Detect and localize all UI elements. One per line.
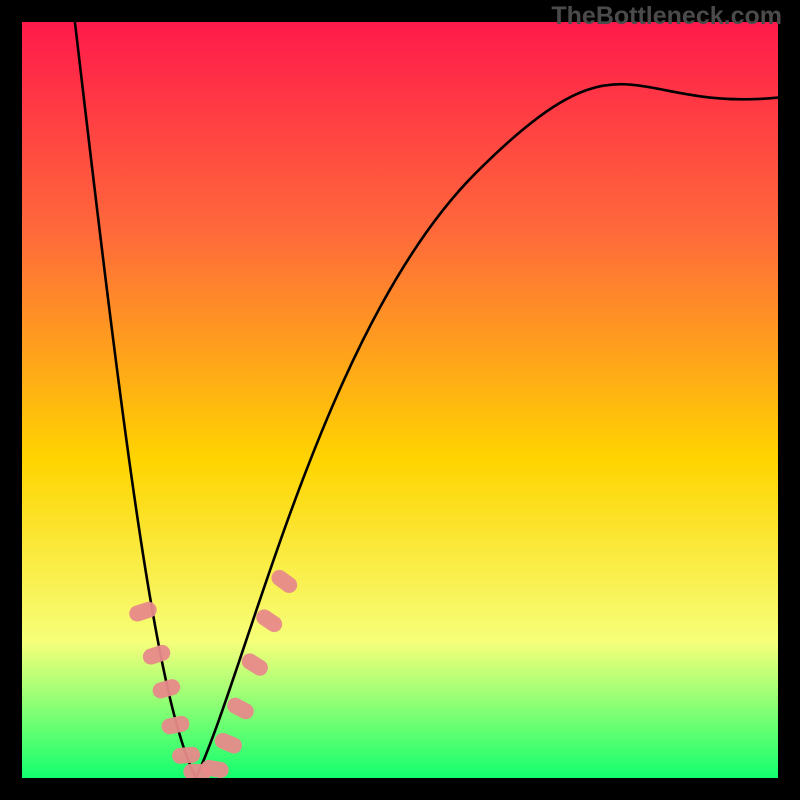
marker <box>268 567 300 596</box>
marker <box>183 763 212 778</box>
marker-group <box>127 567 300 778</box>
bottleneck-curve <box>75 22 778 778</box>
marker <box>141 643 173 667</box>
chart-frame: TheBottleneck.com <box>0 0 800 800</box>
watermark-text: TheBottleneck.com <box>551 2 782 31</box>
marker <box>239 650 271 678</box>
marker <box>127 600 159 624</box>
marker <box>160 714 191 735</box>
plot-area <box>22 22 778 778</box>
curve-layer <box>22 22 778 778</box>
marker <box>171 746 200 764</box>
marker <box>200 759 230 778</box>
marker <box>212 731 244 756</box>
marker <box>151 677 182 700</box>
marker <box>224 695 256 722</box>
marker <box>253 606 285 635</box>
